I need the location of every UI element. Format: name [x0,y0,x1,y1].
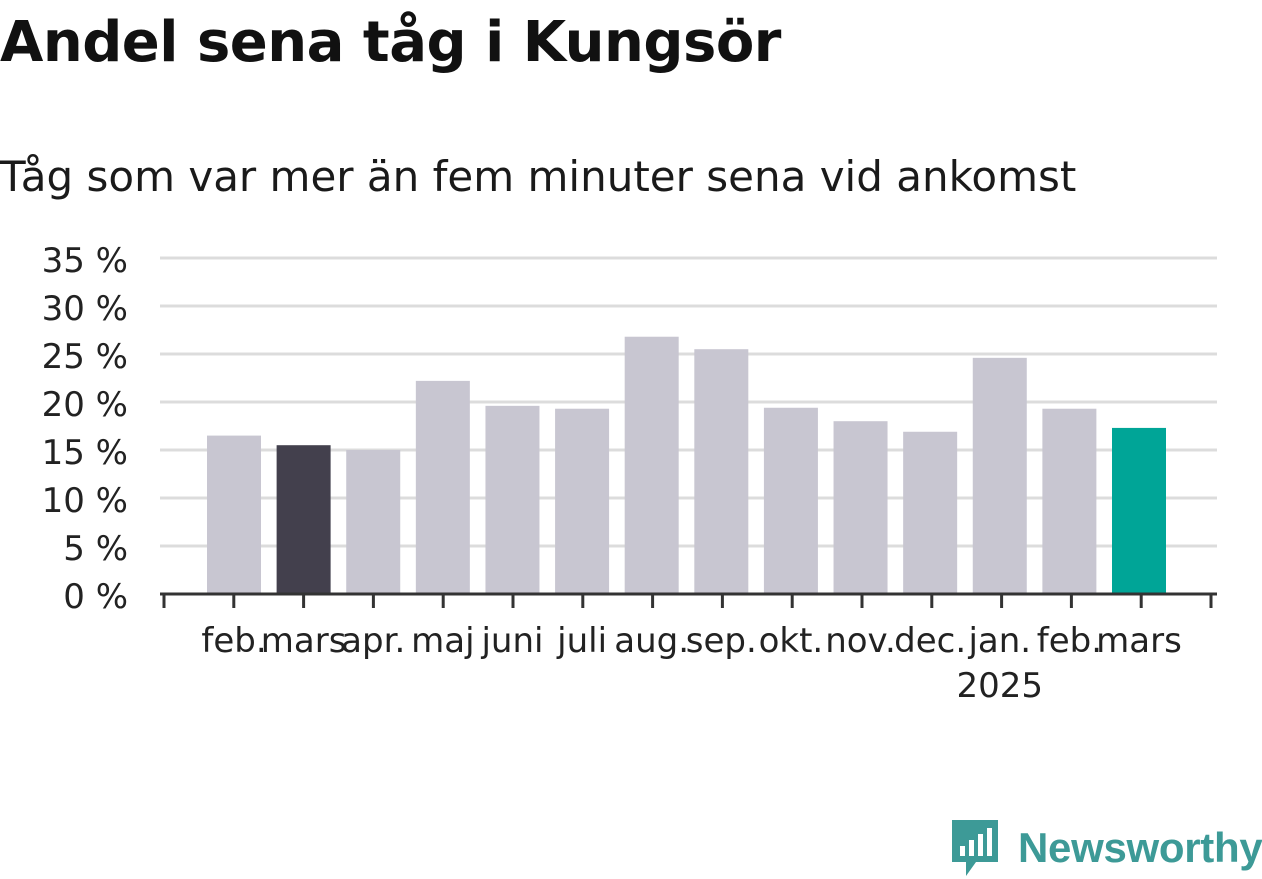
bar-8 [763,407,818,594]
y-tick-label: 20 % [42,385,128,425]
bar-3 [415,380,470,594]
x-tick-label: maj [411,621,474,661]
y-tick-label: 15 % [42,433,128,473]
bar-0 [207,435,261,594]
x-tick-label: nov. [825,621,896,661]
y-tick-label: 30 % [42,289,128,329]
bars [207,336,1166,594]
x-tick-label: sep. [686,621,757,661]
y-tick-label: 10 % [42,481,128,521]
y-axis-labels: 0 % 5 % 10 % 15 % 20 % 25 % 30 % 35 % [42,241,128,617]
chart-subtitle: Tåg som var mer än fem minuter sena vid … [0,152,1077,201]
x-tick-label: juli [556,621,607,661]
bar-9 [833,421,888,594]
y-tick-label: 25 % [42,337,128,377]
bar-chart-flag-icon [952,820,998,876]
x-tick-label: aug. [614,621,689,661]
x-tick-label: juni [480,621,543,661]
brand-name: Newsworthy [1018,824,1262,871]
bar-13 [1112,427,1166,594]
y-tick-label: 35 % [42,241,128,281]
x-tick-label: mars [261,621,347,661]
bar-11 [972,357,1027,594]
y-tick-label: 0 % [63,577,128,617]
x-tick-label: mars [1096,621,1182,661]
x-tick-label: apr. [341,621,405,661]
bar-10 [903,431,958,594]
bar-6 [624,336,679,594]
grid-lines [160,256,1217,548]
bar-7 [694,349,749,594]
x-tick-label: feb. [1037,621,1102,661]
bar-4 [485,405,540,594]
bar-1 [276,445,331,594]
x-tick-label: dec. [894,621,966,661]
bar-12 [1042,408,1097,594]
bar-5 [555,408,610,594]
bar-2 [346,450,401,594]
x-axis [160,592,1217,608]
x-tick-label: jan. [967,621,1031,661]
x-tick-label: feb. [201,621,266,661]
x-tick-label: okt. [759,621,824,661]
x-year-label: 2025 [957,666,1044,706]
newsworthy-logo: Newsworthy [950,818,1262,878]
chart-title: Andel sena tåg i Kungsör [0,10,781,75]
y-tick-label: 5 % [63,529,128,569]
